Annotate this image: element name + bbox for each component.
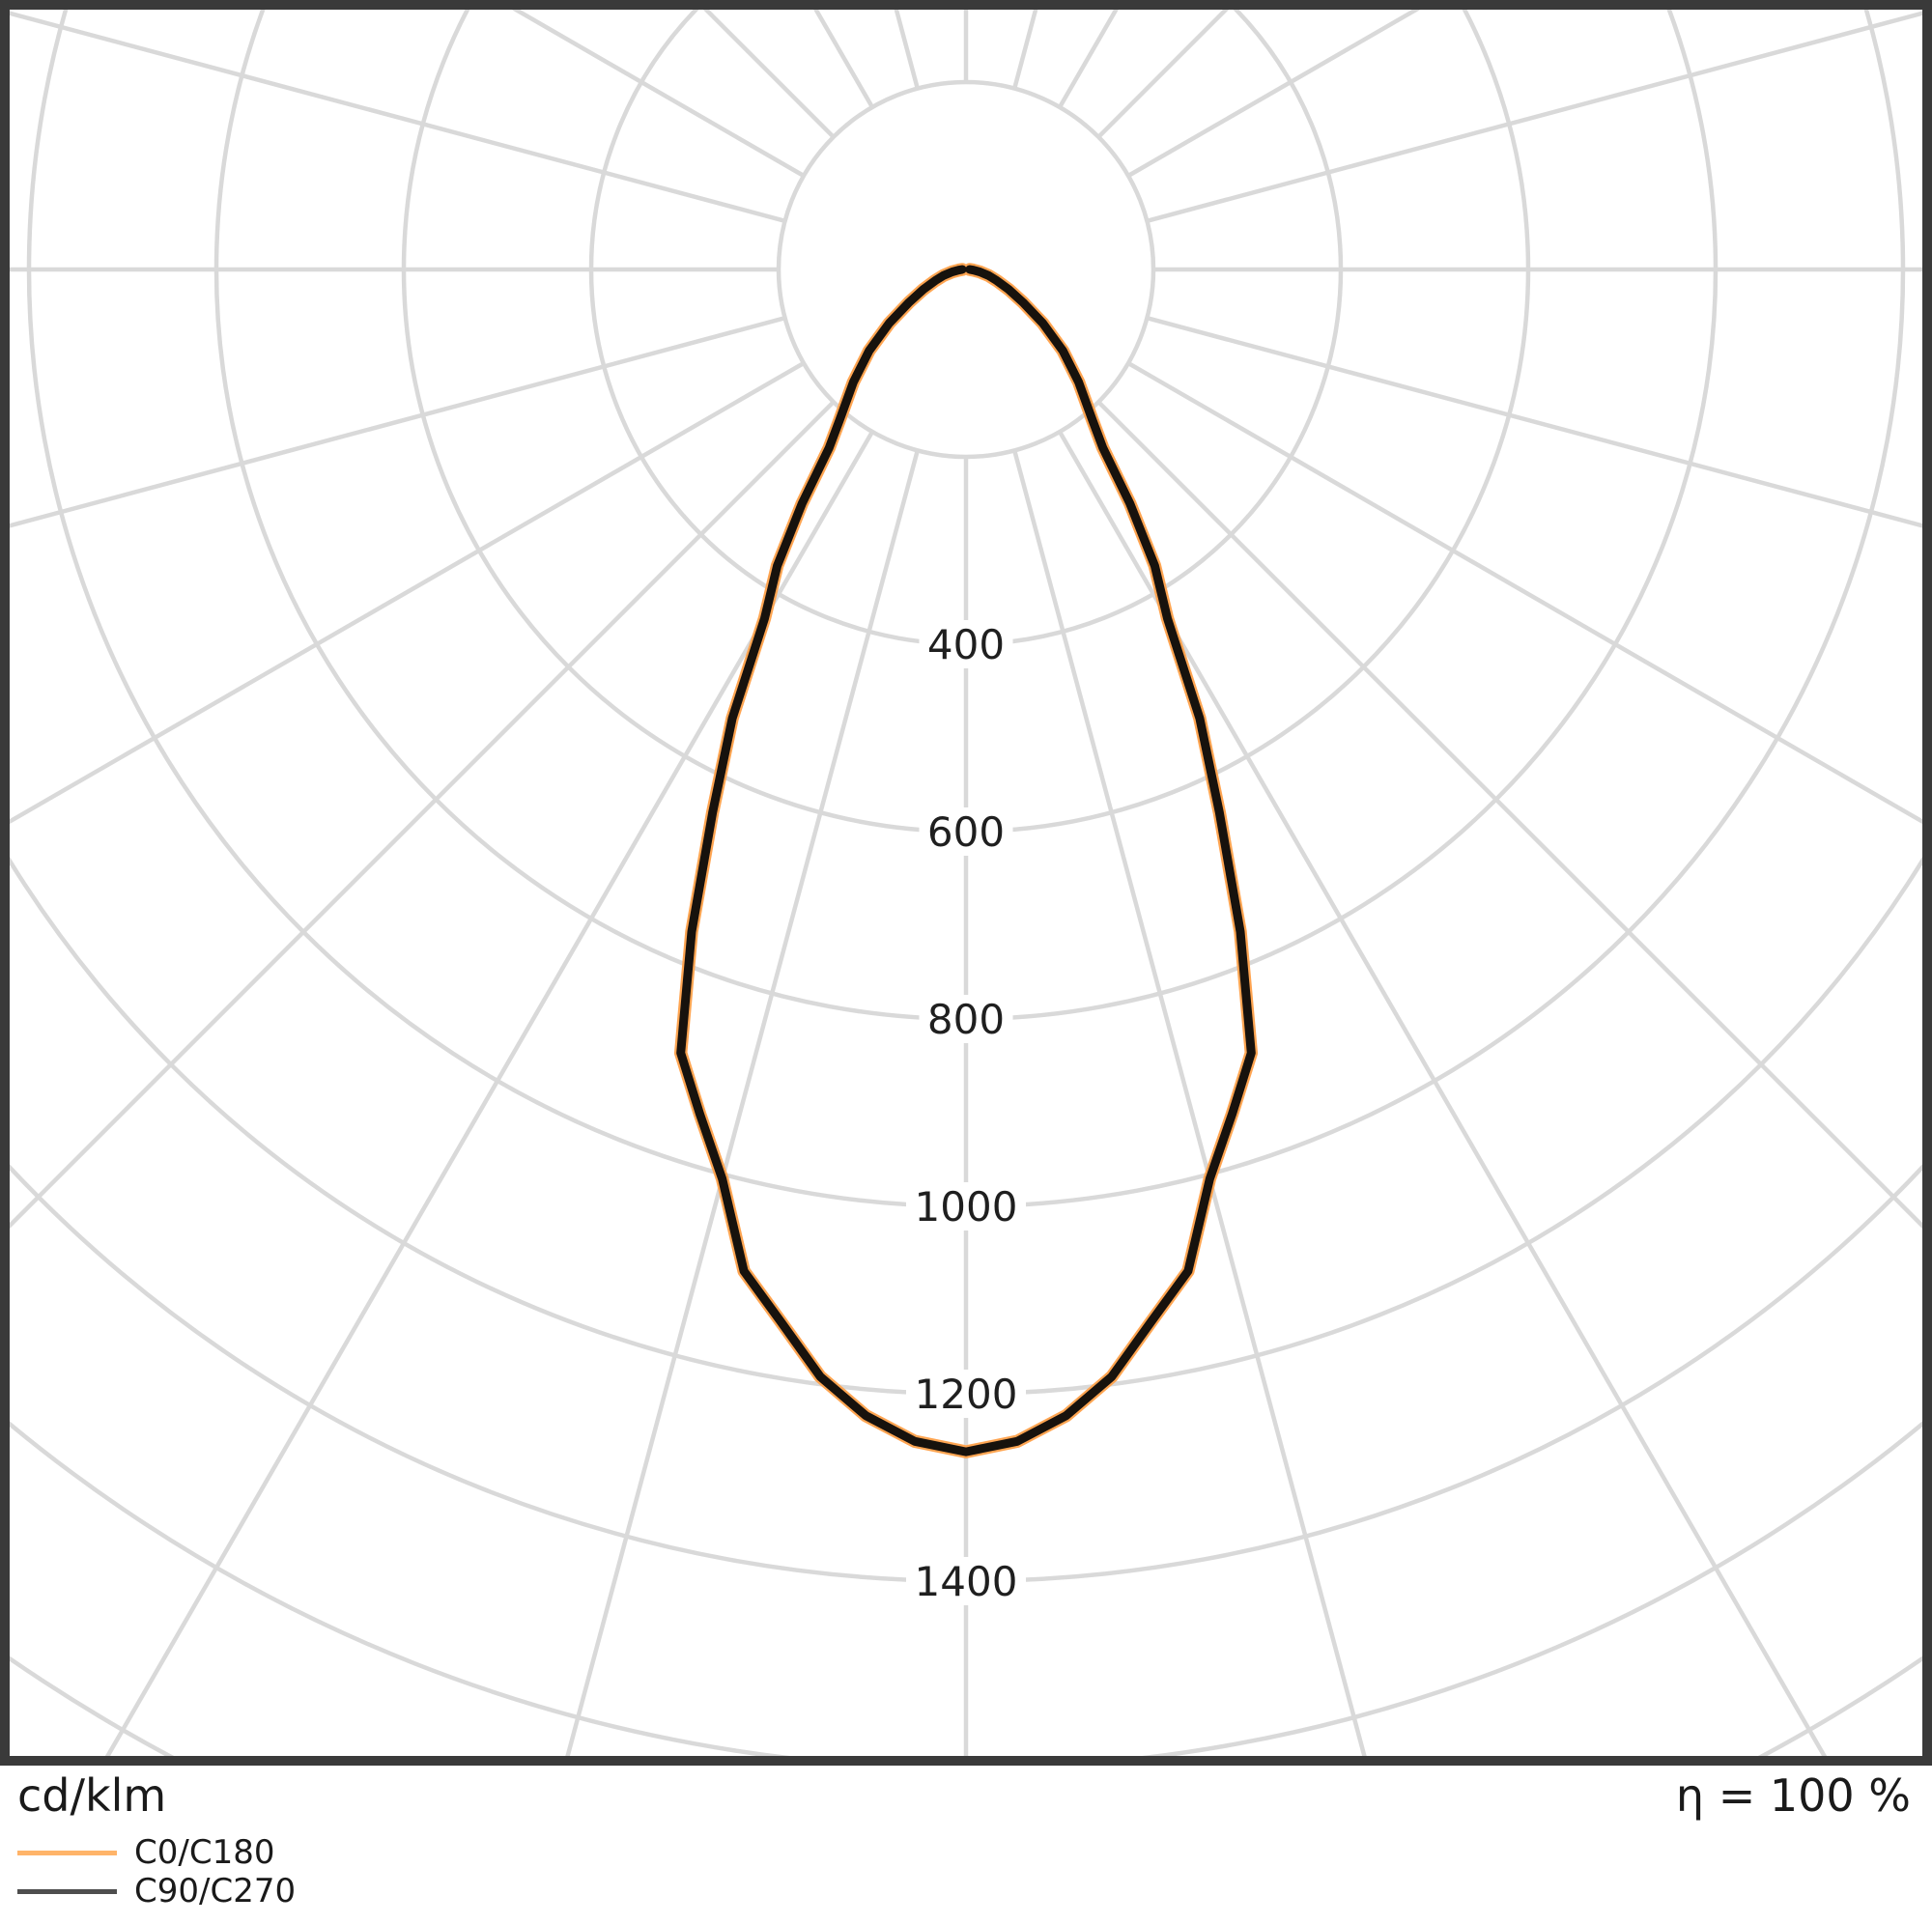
svg-text:1200: 1200: [915, 1371, 1018, 1418]
svg-text:1400: 1400: [915, 1558, 1018, 1605]
legend-item-c90-c270: C90/C270: [17, 1872, 296, 1910]
chart-legend: C0/C180 C90/C270: [17, 1833, 296, 1910]
c90-c270-line-swatch: [17, 1888, 117, 1894]
c90-c270-label: C90/C270: [134, 1872, 297, 1910]
chart-footer: cd/klm η = 100 %: [0, 1771, 1932, 1821]
svg-text:800: 800: [927, 996, 1005, 1043]
unit-label: cd/klm: [17, 1769, 167, 1822]
efficiency-label: η = 100 %: [1675, 1769, 1911, 1822]
c0-c180-label: C0/C180: [134, 1833, 275, 1872]
legend-item-c0-c180: C0/C180: [17, 1833, 296, 1872]
svg-text:600: 600: [927, 808, 1005, 856]
svg-text:400: 400: [927, 621, 1005, 668]
polar-intensity-chart: 400 600 800 1000 1200 1400: [0, 0, 1932, 1766]
svg-text:1000: 1000: [915, 1183, 1018, 1231]
c0-c180-line-swatch: [17, 1850, 117, 1855]
